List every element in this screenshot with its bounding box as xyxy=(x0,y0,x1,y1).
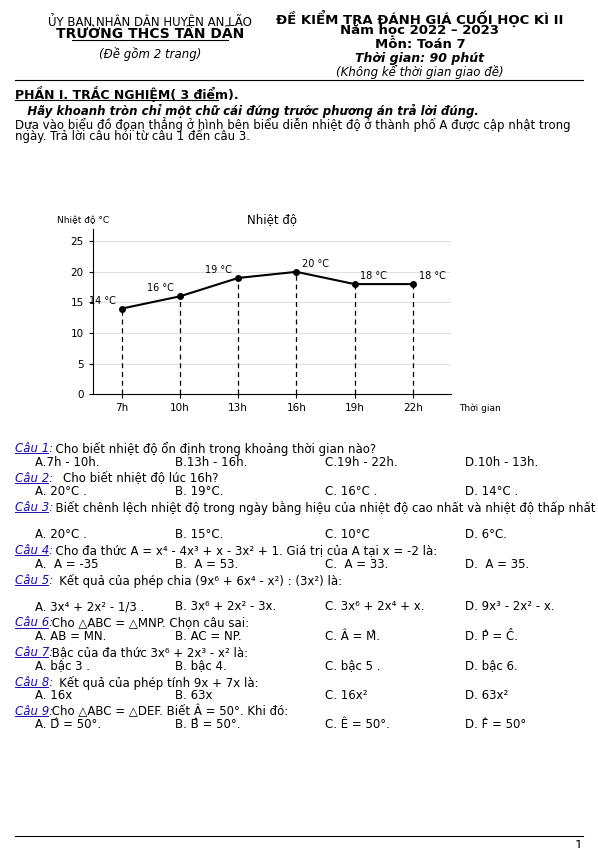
Text: B.  A = 53.: B. A = 53. xyxy=(175,557,238,571)
Text: 20 °C: 20 °C xyxy=(302,259,329,269)
Text: Hãy khoanh tròn chỉ một chữ cái đứng trước phương án trả lời đúng.: Hãy khoanh tròn chỉ một chữ cái đứng trư… xyxy=(15,104,479,118)
Text: Cho biết nhiệt độ lúc 16h?: Cho biết nhiệt độ lúc 16h? xyxy=(48,471,219,484)
Text: D. P̂ = Ĉ.: D. P̂ = Ĉ. xyxy=(465,630,518,643)
Text: PHẦN I. TRẮC NGHIỆM( 3 điểm).: PHẦN I. TRẮC NGHIỆM( 3 điểm). xyxy=(15,86,239,102)
Text: D. bậc 6.: D. bậc 6. xyxy=(465,660,518,672)
Text: Câu 3:: Câu 3: xyxy=(15,501,53,514)
Text: C. bậc 5 .: C. bậc 5 . xyxy=(325,660,380,672)
Text: Thời gian: 90 phút: Thời gian: 90 phút xyxy=(355,52,484,65)
Text: TRƯỜNG THCS TÂN DÂN: TRƯỜNG THCS TÂN DÂN xyxy=(56,27,244,41)
Text: B. 19°C.: B. 19°C. xyxy=(175,485,224,498)
Text: D.10h - 13h.: D.10h - 13h. xyxy=(465,455,538,468)
Text: Câu 7:: Câu 7: xyxy=(15,646,53,659)
Text: A. 20°C .: A. 20°C . xyxy=(35,485,87,498)
Text: 18 °C: 18 °C xyxy=(419,271,446,281)
Text: ngày. Trả lời câu hỏi từ câu 1 đến câu 3.: ngày. Trả lời câu hỏi từ câu 1 đến câu 3… xyxy=(15,129,250,143)
Text: Kết quả của phép tính 9x + 7x là:: Kết quả của phép tính 9x + 7x là: xyxy=(48,676,259,689)
Text: Câu 1:: Câu 1: xyxy=(15,442,53,455)
Text: Cho biết nhiệt độ ổn định trong khoảng thời gian nào?: Cho biết nhiệt độ ổn định trong khoảng t… xyxy=(48,442,376,456)
Text: D.  A = 35.: D. A = 35. xyxy=(465,557,529,571)
Text: Năm học 2022 – 2023: Năm học 2022 – 2023 xyxy=(340,24,499,37)
Text: C. 16°C .: C. 16°C . xyxy=(325,485,377,498)
Text: D. 6°C.: D. 6°C. xyxy=(465,528,507,541)
Text: (Đề gồm 2 trang): (Đề gồm 2 trang) xyxy=(99,47,201,61)
Text: C. 16x²: C. 16x² xyxy=(325,689,368,702)
Text: Câu 8:: Câu 8: xyxy=(15,676,53,689)
Text: A. 3x⁴ + 2x² - 1/3 .: A. 3x⁴ + 2x² - 1/3 . xyxy=(35,600,144,613)
Text: B. 3x⁶ + 2x² - 3x.: B. 3x⁶ + 2x² - 3x. xyxy=(175,600,276,613)
Text: C. Â = M̂.: C. Â = M̂. xyxy=(325,630,380,643)
Text: Câu 2:: Câu 2: xyxy=(15,471,53,484)
Text: D. 14°C .: D. 14°C . xyxy=(465,485,518,498)
Text: D. 63x²: D. 63x² xyxy=(465,689,508,702)
Text: Cho đa thức A = x⁴ - 4x³ + x - 3x² + 1. Giá trị của A tại x = -2 là:: Cho đa thức A = x⁴ - 4x³ + x - 3x² + 1. … xyxy=(48,544,438,557)
Text: C.  A = 33.: C. A = 33. xyxy=(325,557,388,571)
Text: D. F̂ = 50°: D. F̂ = 50° xyxy=(465,718,526,732)
Text: A. 20°C .: A. 20°C . xyxy=(35,528,87,541)
Text: B. B̂ = 50°.: B. B̂ = 50°. xyxy=(175,718,240,732)
Text: A.7h - 10h.: A.7h - 10h. xyxy=(35,455,99,468)
Text: A.  A = -35: A. A = -35 xyxy=(35,557,99,571)
Text: ĐỀ KIỂM TRA ĐÁNH GIÁ CUỐI HỌC KÌ II: ĐỀ KIỂM TRA ĐÁNH GIÁ CUỐI HỌC KÌ II xyxy=(276,10,564,27)
Text: Câu 6:: Câu 6: xyxy=(15,616,53,629)
Text: Biết chênh lệch nhiệt độ trong ngày bằng hiệu của nhiệt độ cao nhất và nhiệt độ : Biết chênh lệch nhiệt độ trong ngày bằng… xyxy=(48,501,598,515)
Text: B. AC = NP.: B. AC = NP. xyxy=(175,630,242,643)
Text: Cho △ABC = △DEF. Biết Â = 50°. Khi đó:: Cho △ABC = △DEF. Biết Â = 50°. Khi đó: xyxy=(48,705,288,718)
Text: 18 °C: 18 °C xyxy=(361,271,388,281)
Text: C.19h - 22h.: C.19h - 22h. xyxy=(325,455,398,468)
Text: B. 15°C.: B. 15°C. xyxy=(175,528,224,541)
Text: Bậc của đa thức 3x⁶ + 2x³ - x² là:: Bậc của đa thức 3x⁶ + 2x³ - x² là: xyxy=(48,646,248,659)
Text: C. 10°C: C. 10°C xyxy=(325,528,370,541)
Text: Dựa vào biểu đồ đoạn thẳng ở hình bên biểu diễn nhiệt độ ở thành phố A được cập : Dựa vào biểu đồ đoạn thẳng ở hình bên bi… xyxy=(15,117,570,132)
Text: B. bậc 4.: B. bậc 4. xyxy=(175,660,227,672)
Text: A. AB = MN.: A. AB = MN. xyxy=(35,630,106,643)
Text: D. 9x³ - 2x² - x.: D. 9x³ - 2x² - x. xyxy=(465,600,554,613)
Text: A. bậc 3 .: A. bậc 3 . xyxy=(35,660,90,672)
Text: Câu 9:: Câu 9: xyxy=(15,705,53,718)
Text: (Không kể thời gian giao đề): (Không kể thời gian giao đề) xyxy=(336,65,504,79)
Title: Nhiệt độ: Nhiệt độ xyxy=(247,214,297,226)
Text: Câu 5:: Câu 5: xyxy=(15,573,53,587)
Text: B. 63x: B. 63x xyxy=(175,689,212,702)
Text: ỦY BAN NHÂN DÂN HUYỆN AN LÃO: ỦY BAN NHÂN DÂN HUYỆN AN LÃO xyxy=(48,14,252,29)
Text: C. Ê = 50°.: C. Ê = 50°. xyxy=(325,718,390,732)
Text: 1: 1 xyxy=(575,839,583,848)
Text: Câu 4:: Câu 4: xyxy=(15,544,53,557)
Text: Kết quả của phép chia (9x⁶ + 6x⁴ - x²) : (3x²) là:: Kết quả của phép chia (9x⁶ + 6x⁴ - x²) :… xyxy=(48,573,342,588)
Text: 19 °C: 19 °C xyxy=(206,265,233,275)
Text: Nhiệt độ °C: Nhiệt độ °C xyxy=(57,215,109,225)
Text: C. 3x⁶ + 2x⁴ + x.: C. 3x⁶ + 2x⁴ + x. xyxy=(325,600,425,613)
Text: A. 16x: A. 16x xyxy=(35,689,72,702)
Text: B.13h - 16h.: B.13h - 16h. xyxy=(175,455,248,468)
Text: 14 °C: 14 °C xyxy=(89,295,116,305)
Text: Cho △ABC = △MNP. Chọn câu sai:: Cho △ABC = △MNP. Chọn câu sai: xyxy=(48,616,249,629)
Text: Thời gian: Thời gian xyxy=(459,404,501,413)
Text: Môn: Toán 7: Môn: Toán 7 xyxy=(375,38,465,51)
Text: A. D̂ = 50°.: A. D̂ = 50°. xyxy=(35,718,101,732)
Text: 16 °C: 16 °C xyxy=(147,283,174,293)
